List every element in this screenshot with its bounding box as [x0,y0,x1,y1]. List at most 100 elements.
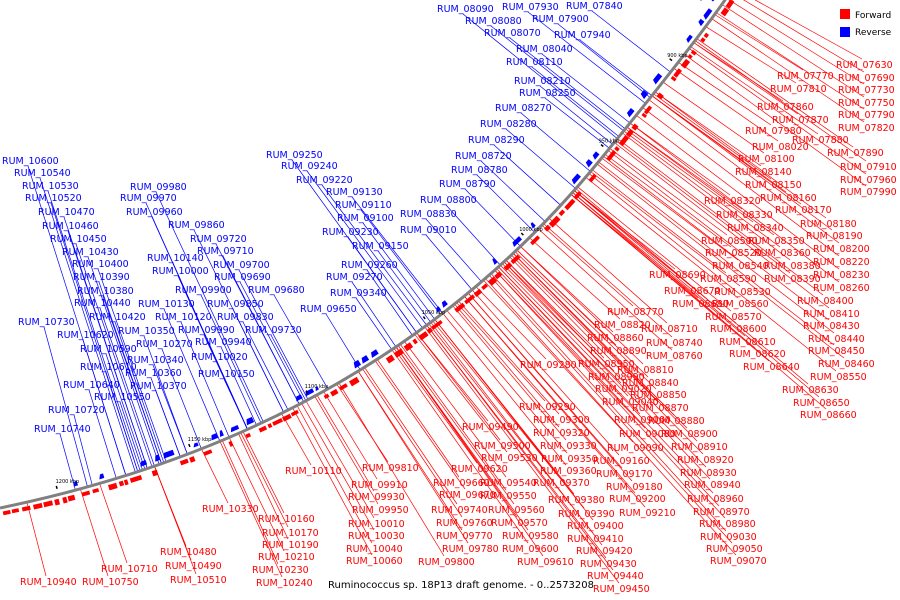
reverse-gene-label: RUM_10430 [62,247,119,258]
forward-gene-arrow [282,413,292,422]
forward-label-connector [541,224,634,307]
forward-gene-arrow [21,505,31,512]
forward-label-connector [693,42,784,102]
forward-gene-arrow [641,112,647,119]
forward-gene-arrow [725,0,735,9]
reverse-label-connector [445,204,501,266]
forward-gene-label: RUM_08600 [710,324,767,335]
forward-gene-label: RUM_10010 [348,519,405,530]
forward-gene-label: RUM_09780 [442,544,499,555]
forward-gene-label: RUM_09660 [433,478,490,489]
scale-mark-label: 1000 kbp [519,227,543,233]
forward-label-connector [488,274,733,544]
forward-gene-label: RUM_08190 [806,231,863,242]
forward-gene-label: RUM_08520 [705,248,762,259]
forward-label-connector [221,440,279,565]
reverse-label-connector [105,371,139,472]
reverse-gene-label: RUM_10610 [80,362,137,373]
reverse-label-connector [39,177,136,473]
forward-label-connector [500,264,629,397]
reverse-label-connector [97,268,167,463]
forward-label-connector [728,0,865,85]
forward-gene-label: RUM_08690 [649,270,706,281]
forward-label-connector [653,93,772,180]
forward-gene-label: RUM_08740 [646,338,703,349]
reverse-gene-label: RUM_08080 [465,16,522,27]
forward-gene-label: RUM_08920 [677,455,734,466]
forward-label-connector [399,343,507,491]
forward-gene-label: RUM_09330 [540,441,597,452]
reverse-gene-label: RUM_10620 [57,330,114,341]
reverse-gene-arrow [193,442,199,448]
forward-gene-label: RUM_08500 [701,236,758,247]
forward-label-connector [434,319,594,521]
forward-label-connector [301,403,375,531]
forward-gene-label: RUM_09080 [619,429,676,440]
forward-gene-label: RUM_07960 [840,175,897,186]
forward-label-connector [228,437,285,552]
forward-label-connector [694,40,867,162]
forward-gene-arrow [431,320,443,330]
forward-label-connector [629,122,840,283]
reverse-label-connector [531,66,620,137]
forward-label-connector [430,322,603,546]
reverse-label-connector [362,222,436,320]
forward-label-connector [696,38,854,148]
forward-gene-label: RUM_08020 [752,142,809,153]
forward-gene-label: RUM_08620 [729,349,786,360]
forward-gene-label: RUM_09290 [519,402,576,413]
forward-gene-arrow [290,409,299,417]
forward-gene-arrow [656,92,664,100]
forward-label-connector [590,171,741,287]
reverse-gene-label: RUM_09250 [266,150,323,161]
forward-label-connector [743,0,865,73]
reverse-label-connector [82,339,127,476]
forward-gene-arrow [588,173,597,183]
forward-label-connector [591,169,727,274]
forward-gene-label: RUM_08970 [693,507,750,518]
forward-label-connector [572,192,827,410]
forward-label-connector [505,259,707,468]
forward-label-connector [721,4,865,98]
reverse-label-connector [351,196,443,314]
reverse-label-connector [163,308,221,442]
reverse-gene-arrow [99,473,105,480]
forward-gene-label: RUM_08220 [813,257,870,268]
forward-gene-label: RUM_07880 [792,135,849,146]
reverse-label-connector [462,13,618,139]
forward-gene-label: RUM_09210 [619,508,676,519]
forward-gene-label: RUM_10160 [258,514,315,525]
forward-gene-arrow [548,215,561,228]
forward-gene-arrow [385,354,395,364]
reverse-label-connector [270,334,307,402]
reverse-gene-label: RUM_09340 [330,288,387,299]
forward-gene-label: RUM_07910 [840,162,897,173]
reverse-gene-arrow [163,449,175,459]
forward-gene-label: RUM_08810 [617,365,674,376]
forward-gene-arrow [488,276,498,286]
scale-mark [669,58,673,62]
forward-label-connector [543,223,673,338]
forward-label-connector [754,0,863,60]
forward-gene-label: RUM_07730 [838,85,895,96]
forward-label-connector [651,95,833,231]
forward-gene-label: RUM_09500 [474,441,531,452]
forward-label-connector [395,346,529,531]
forward-gene-arrow [67,494,76,502]
reverse-gene-label: RUM_10590 [80,344,137,355]
forward-label-connector [596,163,845,359]
reverse-gene-label: RUM_09110 [335,200,392,211]
forward-label-connector [623,130,781,248]
reverse-gene-label: RUM_10340 [127,355,184,366]
forward-gene-label: RUM_07630 [836,60,893,71]
forward-label-connector [585,176,739,299]
forward-label-connector [604,153,732,248]
forward-gene-label: RUM_08880 [648,416,705,427]
forward-label-connector [483,279,634,443]
forward-label-connector [242,431,285,514]
forward-gene-label: RUM_09610 [517,557,574,568]
forward-gene-arrow [129,474,143,483]
forward-label-connector [505,259,605,359]
reverse-label-connector [67,230,148,469]
reverse-label-connector [520,112,591,172]
